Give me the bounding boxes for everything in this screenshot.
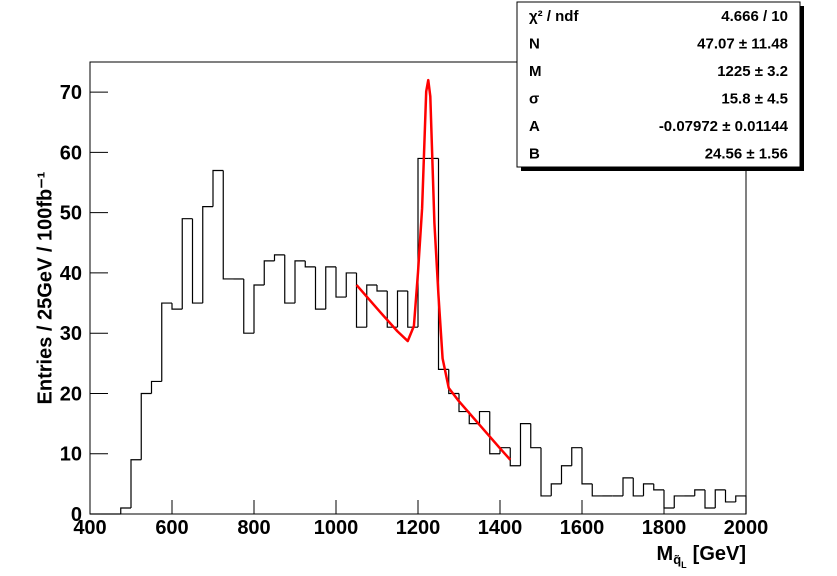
histogram-bin xyxy=(571,447,582,466)
stat-value: 24.56 ± 1.56 xyxy=(705,145,788,162)
x-tick-label: 1600 xyxy=(560,517,605,539)
histogram-bin xyxy=(120,507,131,514)
histogram-bin xyxy=(448,369,459,395)
y-tick-label: 60 xyxy=(60,142,82,164)
x-tick-label: 1800 xyxy=(642,517,687,539)
y-axis-label: Entries / 25GeV / 100fb⁻¹ xyxy=(34,171,56,404)
histogram-bin xyxy=(273,254,285,261)
histogram-bin xyxy=(212,169,224,207)
x-tick-label: 1000 xyxy=(314,517,359,539)
stat-label: M xyxy=(529,63,542,80)
histogram-bin xyxy=(653,483,664,491)
histogram-bin xyxy=(714,489,726,508)
stat-value: 47.07 ± 11.48 xyxy=(697,35,788,52)
histogram-bin xyxy=(253,284,265,334)
histogram-bin xyxy=(263,260,275,285)
stat-label: σ xyxy=(529,90,539,107)
y-tick-label: 50 xyxy=(60,203,82,225)
histogram-bin xyxy=(704,489,716,509)
histogram-bin xyxy=(130,459,142,508)
stat-label: B xyxy=(529,145,540,162)
histogram-bin xyxy=(581,447,593,485)
stat-label: A xyxy=(529,118,540,135)
y-tick-label: 30 xyxy=(60,323,82,345)
x-tick-label: 2000 xyxy=(724,517,769,539)
stats-box xyxy=(516,1,801,168)
histogram-bin xyxy=(222,170,234,280)
histogram-bin xyxy=(642,483,654,496)
fit-curve xyxy=(355,78,512,461)
histogram-bin xyxy=(355,272,367,328)
y-tick-label: 20 xyxy=(60,383,82,405)
stat-value: -0.07972 ± 0.01144 xyxy=(659,118,789,135)
histogram-bin xyxy=(161,302,172,382)
y-tick-label: 0 xyxy=(71,504,82,526)
stat-value: 1225 ± 3.2 xyxy=(717,63,788,80)
histogram-bin xyxy=(622,477,634,496)
stat-value: 15.8 ± 4.5 xyxy=(721,90,788,107)
x-label-sub: q̃ xyxy=(673,552,681,567)
histogram-bin xyxy=(509,447,521,467)
histogram-bin xyxy=(632,477,644,497)
histogram-bin xyxy=(478,410,490,424)
histogram-bin xyxy=(171,303,183,310)
histogram-bin xyxy=(140,392,152,460)
histogram-bin xyxy=(468,411,480,425)
histogram-bin xyxy=(150,380,162,394)
x-label-unit: [GeV] xyxy=(693,543,746,565)
histogram-bin xyxy=(304,260,316,268)
histogram-bin xyxy=(284,254,295,304)
x-axis-label: Mq̃L [GeV] xyxy=(657,543,746,570)
histogram-bin xyxy=(181,218,193,310)
y-tick-label: 40 xyxy=(60,263,82,285)
y-tick-label: 10 xyxy=(60,444,82,466)
histogram-bin xyxy=(735,495,747,514)
histogram-bin xyxy=(191,218,203,304)
x-tick-label: 1200 xyxy=(396,517,441,539)
histogram-bin xyxy=(560,465,572,484)
histogram-bin xyxy=(396,290,408,328)
histogram-bin xyxy=(550,483,562,496)
stat-value: 4.666 / 10 xyxy=(721,8,788,25)
histogram-bin xyxy=(294,260,306,304)
x-label-subsub: L xyxy=(681,560,687,570)
histogram-bin xyxy=(540,447,552,497)
histogram-bin xyxy=(694,489,705,496)
x-label-main: M xyxy=(657,543,674,565)
histogram-bin xyxy=(335,266,347,298)
histogram-bin xyxy=(530,423,541,449)
histogram-bin xyxy=(325,266,336,310)
histogram-bin xyxy=(366,284,377,328)
x-tick-label: 400 xyxy=(73,517,106,539)
x-tick-label: 600 xyxy=(155,517,188,539)
histogram-bin xyxy=(724,489,736,503)
histogram-bin xyxy=(202,206,213,304)
histogram-bin xyxy=(243,278,254,334)
histogram-bin xyxy=(663,489,675,509)
x-tick-label: 800 xyxy=(237,517,270,539)
histogram-bin xyxy=(314,266,326,310)
histogram-bin xyxy=(519,423,531,466)
stat-label: N xyxy=(529,35,540,52)
histogram-bin xyxy=(376,284,388,292)
y-tick-label: 70 xyxy=(60,82,82,104)
histogram-bin xyxy=(489,411,500,455)
histogram-bin xyxy=(345,272,357,298)
x-tick-label: 1400 xyxy=(478,517,523,539)
histogram-bin xyxy=(591,483,603,497)
stat-label: χ² / ndf xyxy=(529,8,579,25)
histogram-bin xyxy=(673,495,685,508)
